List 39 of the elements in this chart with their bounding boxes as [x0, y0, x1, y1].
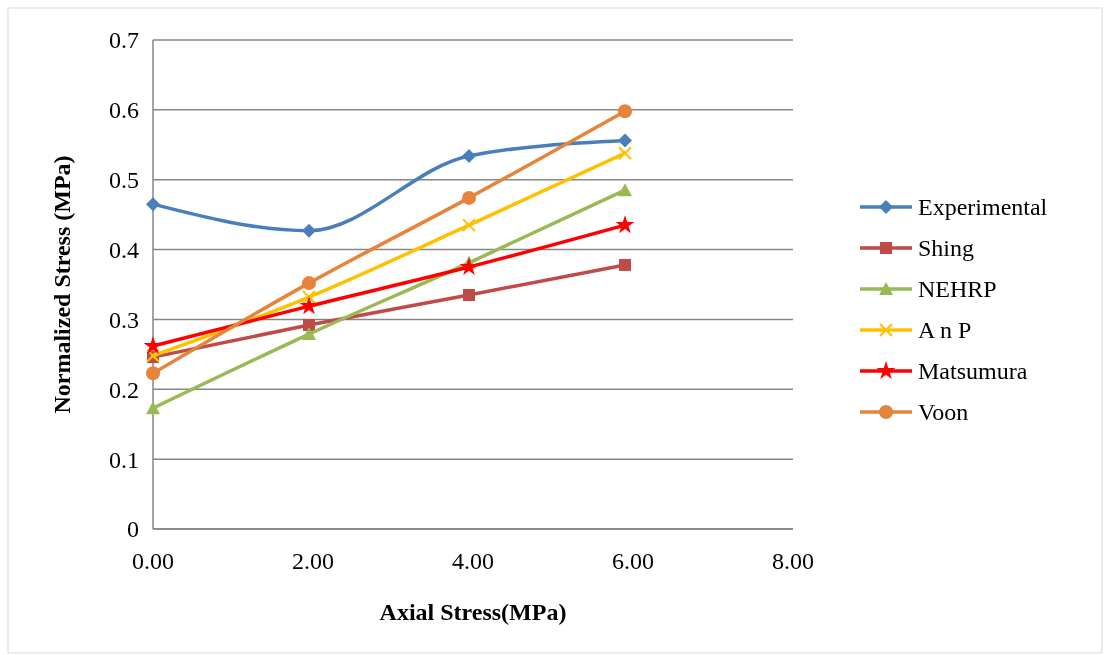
y-tick-label: 0.3: [109, 306, 139, 333]
point: [618, 183, 632, 197]
legend-label: Shing: [918, 235, 975, 262]
point: [302, 223, 316, 238]
point: [462, 190, 476, 205]
point: [618, 146, 632, 161]
y-tick-label: 0: [127, 516, 139, 543]
point: [302, 276, 316, 291]
y-tick-label: 0.7: [109, 27, 139, 54]
x-axis-title: Axial Stress(MPa): [379, 599, 567, 625]
legend-label: NEHRP: [918, 276, 997, 303]
point: [303, 319, 315, 332]
point: [619, 258, 631, 271]
point: [463, 288, 475, 301]
legend-label: A n P: [918, 317, 972, 344]
legend-label: Experimental: [918, 194, 1048, 221]
legend-label: Voon: [918, 399, 969, 426]
y-tick-label: 0.5: [109, 167, 139, 194]
x-tick-label: 4.00: [452, 548, 494, 574]
point: [302, 290, 316, 305]
point: [618, 104, 632, 119]
point: [462, 218, 476, 233]
x-tick-label: 0.00: [132, 548, 174, 574]
x-tick-label: 8.00: [772, 548, 814, 574]
legend-label: Matsumura: [918, 358, 1028, 385]
y-tick-label: 0.1: [109, 446, 139, 473]
y-tick-label: 0.2: [109, 376, 139, 403]
point: [615, 215, 635, 234]
y-axis-title: Normalized Stress (MPa): [49, 155, 75, 414]
point: [462, 148, 476, 163]
point: [618, 133, 632, 148]
x-tick-label: 2.00: [292, 548, 334, 574]
point: [302, 327, 316, 341]
x-tick-label: 6.00: [612, 548, 654, 574]
point: [146, 197, 160, 212]
point: [146, 401, 160, 415]
y-tick-label: 0.4: [109, 236, 139, 263]
y-tick-label: 0.6: [109, 97, 139, 124]
point: [146, 366, 160, 381]
